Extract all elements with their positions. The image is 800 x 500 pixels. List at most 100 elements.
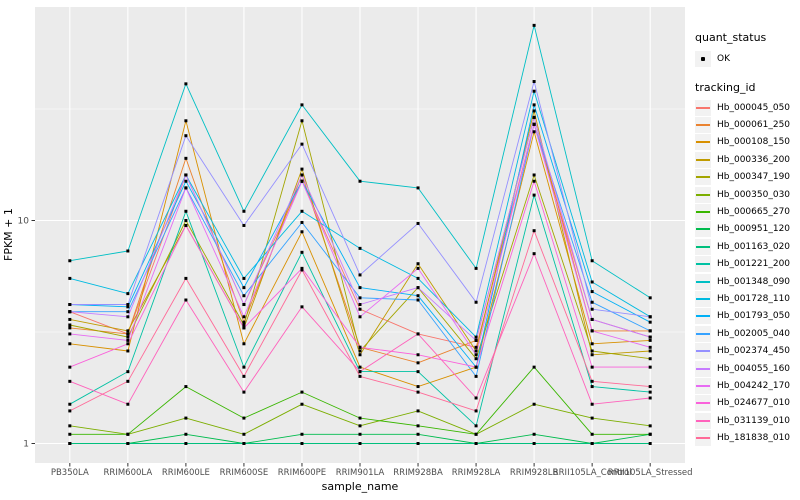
data-point <box>300 173 304 177</box>
line-swatch-icon <box>696 280 710 283</box>
line-swatch-icon <box>696 367 710 370</box>
legend-item: Hb_181838_010 <box>695 429 799 447</box>
legend-item-label: Hb_000336_200 <box>717 154 791 165</box>
data-point <box>358 307 362 311</box>
data-point <box>648 396 652 400</box>
data-point <box>126 329 130 333</box>
data-point <box>590 379 594 383</box>
data-point <box>242 365 246 369</box>
data-point <box>358 303 362 307</box>
data-point <box>648 365 652 369</box>
legend-item: Hb_000347_190 <box>695 169 799 186</box>
data-point <box>358 349 362 353</box>
data-point <box>358 432 362 436</box>
x-tick-label: PB350LA <box>51 468 89 478</box>
legend-title-tracking-id: tracking_id <box>695 81 756 94</box>
legend-title-quant-status: quant_status <box>695 31 767 44</box>
data-point <box>358 365 362 369</box>
legend-item: Hb_004242_170 <box>695 377 799 394</box>
data-point <box>68 259 72 263</box>
data-point <box>590 432 594 436</box>
data-point <box>416 332 420 336</box>
data-point <box>300 266 304 270</box>
data-point <box>184 385 188 389</box>
data-point <box>300 442 304 445</box>
data-point <box>590 329 594 333</box>
data-point <box>68 326 72 330</box>
data-point <box>648 320 652 324</box>
legend-item-ok: OK <box>695 50 799 68</box>
data-point <box>474 409 478 413</box>
legend-key-box <box>695 325 711 342</box>
data-point <box>126 338 130 342</box>
data-point <box>126 335 130 339</box>
legend-item-label: Hb_000045_050 <box>717 102 791 113</box>
legend-key-box <box>695 221 711 238</box>
legend-key-box <box>695 134 711 151</box>
legend-key-box <box>695 99 711 116</box>
line-swatch-icon <box>696 350 710 353</box>
data-point <box>416 424 420 428</box>
data-point <box>126 402 130 406</box>
line-swatch-icon <box>696 384 710 387</box>
y-tick-label: 1 <box>23 440 29 450</box>
data-point <box>590 385 594 389</box>
data-point <box>358 179 362 183</box>
legend-key-box <box>695 51 711 67</box>
legend-item-label: Hb_000347_190 <box>717 172 791 183</box>
data-point <box>242 223 246 227</box>
data-point <box>242 342 246 346</box>
data-point <box>242 390 246 394</box>
data-point <box>648 385 652 389</box>
legend-key-box <box>695 360 711 377</box>
legend-key-box <box>695 377 711 394</box>
data-point <box>474 442 478 445</box>
data-point <box>68 310 72 314</box>
data-point <box>532 402 536 406</box>
data-point <box>416 266 420 270</box>
data-point <box>184 298 188 302</box>
data-point <box>358 374 362 378</box>
data-point <box>126 310 130 314</box>
legend-key-box <box>695 204 711 221</box>
legend-item: Hb_031139_010 <box>695 412 799 429</box>
legend-item: Hb_000951_120 <box>695 221 799 238</box>
data-point <box>648 349 652 353</box>
legend-item: Hb_000045_050 <box>695 99 799 116</box>
data-point <box>300 305 304 309</box>
data-point <box>416 186 420 190</box>
data-point <box>590 317 594 321</box>
data-point <box>300 250 304 254</box>
line-swatch-icon <box>696 245 710 248</box>
line-swatch-icon <box>696 315 710 318</box>
data-point <box>416 294 420 298</box>
data-point <box>648 432 652 436</box>
x-tick-label: RRII105LA_Control <box>553 468 632 478</box>
legend-item-label: Hb_004055_160 <box>717 363 791 374</box>
data-point <box>532 122 536 126</box>
x-tick-label: RRIM600LA <box>104 468 153 478</box>
x-tick-label: RRII105LA_Stressed <box>608 468 693 478</box>
data-point <box>532 80 536 84</box>
data-point <box>474 432 478 436</box>
y-axis-title: FPKM + 1 <box>2 208 15 262</box>
x-tick-label: RRIM901LA <box>336 468 385 478</box>
y-tick-label: 10 <box>18 217 30 227</box>
data-point <box>358 273 362 277</box>
data-point <box>648 357 652 361</box>
legend-key-box <box>695 186 711 203</box>
data-point <box>300 268 304 272</box>
data-point <box>474 353 478 357</box>
data-point <box>242 326 246 330</box>
data-point <box>300 390 304 394</box>
data-point <box>68 303 72 307</box>
data-point <box>126 342 130 346</box>
data-point <box>68 342 72 346</box>
legend-item: Hb_002005_040 <box>695 325 799 342</box>
data-point <box>242 432 246 436</box>
data-point <box>474 365 478 369</box>
data-point <box>590 307 594 311</box>
data-point <box>68 432 72 436</box>
legend-item: Hb_000350_030 <box>695 186 799 203</box>
